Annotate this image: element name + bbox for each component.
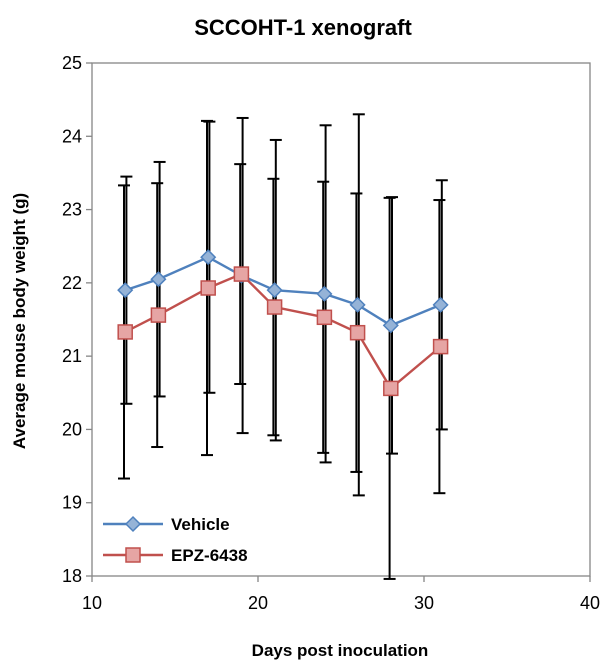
- x-tick-label: 10: [82, 593, 102, 613]
- data-point-vehicle: [200, 249, 217, 266]
- data-point-epz-6438: [233, 266, 250, 282]
- y-tick-label: 19: [62, 493, 82, 513]
- data-point-epz-6438: [383, 380, 399, 397]
- data-point-vehicle: [349, 296, 366, 313]
- y-tick-label: 23: [62, 200, 82, 220]
- legend-label-vehicle: Vehicle: [171, 515, 230, 534]
- data-point-epz-6438: [316, 309, 333, 326]
- legend-marker-epz-6438: [125, 547, 141, 563]
- chart-title: SCCOHT-1 xenograft: [194, 15, 412, 40]
- series-line-vehicle: [124, 255, 442, 327]
- data-point-vehicle: [150, 271, 167, 288]
- data-point-epz-6438: [117, 324, 133, 340]
- y-tick-label: 18: [62, 566, 82, 586]
- data-point-epz-6438: [266, 299, 283, 315]
- y-tick-label: 25: [62, 53, 82, 73]
- legend: Vehicle EPZ-6438: [103, 515, 248, 565]
- y-tick-label: 24: [62, 126, 82, 146]
- legend-label-epz-6438: EPZ-6438: [171, 546, 248, 565]
- data-point-vehicle: [266, 282, 283, 299]
- data-point-epz-6438: [432, 338, 449, 355]
- y-axis-label: Average mouse body weight (g): [10, 193, 29, 449]
- plot-area: 10 20 30 40 18 19 20 21 22 23 24 25: [62, 53, 600, 613]
- data-point-vehicle: [117, 282, 134, 299]
- data-point-epz-6438: [200, 280, 216, 296]
- data-point-vehicle: [316, 285, 333, 302]
- x-axis-label: Days post inoculation: [252, 641, 429, 660]
- data-point-epz-6438: [349, 324, 366, 341]
- x-tick-label: 40: [580, 593, 600, 613]
- data-point-epz-6438: [150, 307, 167, 323]
- plot-frame: [91, 62, 591, 577]
- y-tick-label: 21: [62, 346, 82, 366]
- y-tick-label: 22: [62, 273, 82, 293]
- legend-marker-vehicle: [124, 515, 142, 533]
- y-tick-label: 20: [62, 419, 82, 439]
- x-tick-label: 30: [414, 593, 434, 613]
- data-point-vehicle: [382, 317, 399, 334]
- data-point-vehicle: [432, 296, 449, 313]
- x-tick-label: 20: [248, 593, 268, 613]
